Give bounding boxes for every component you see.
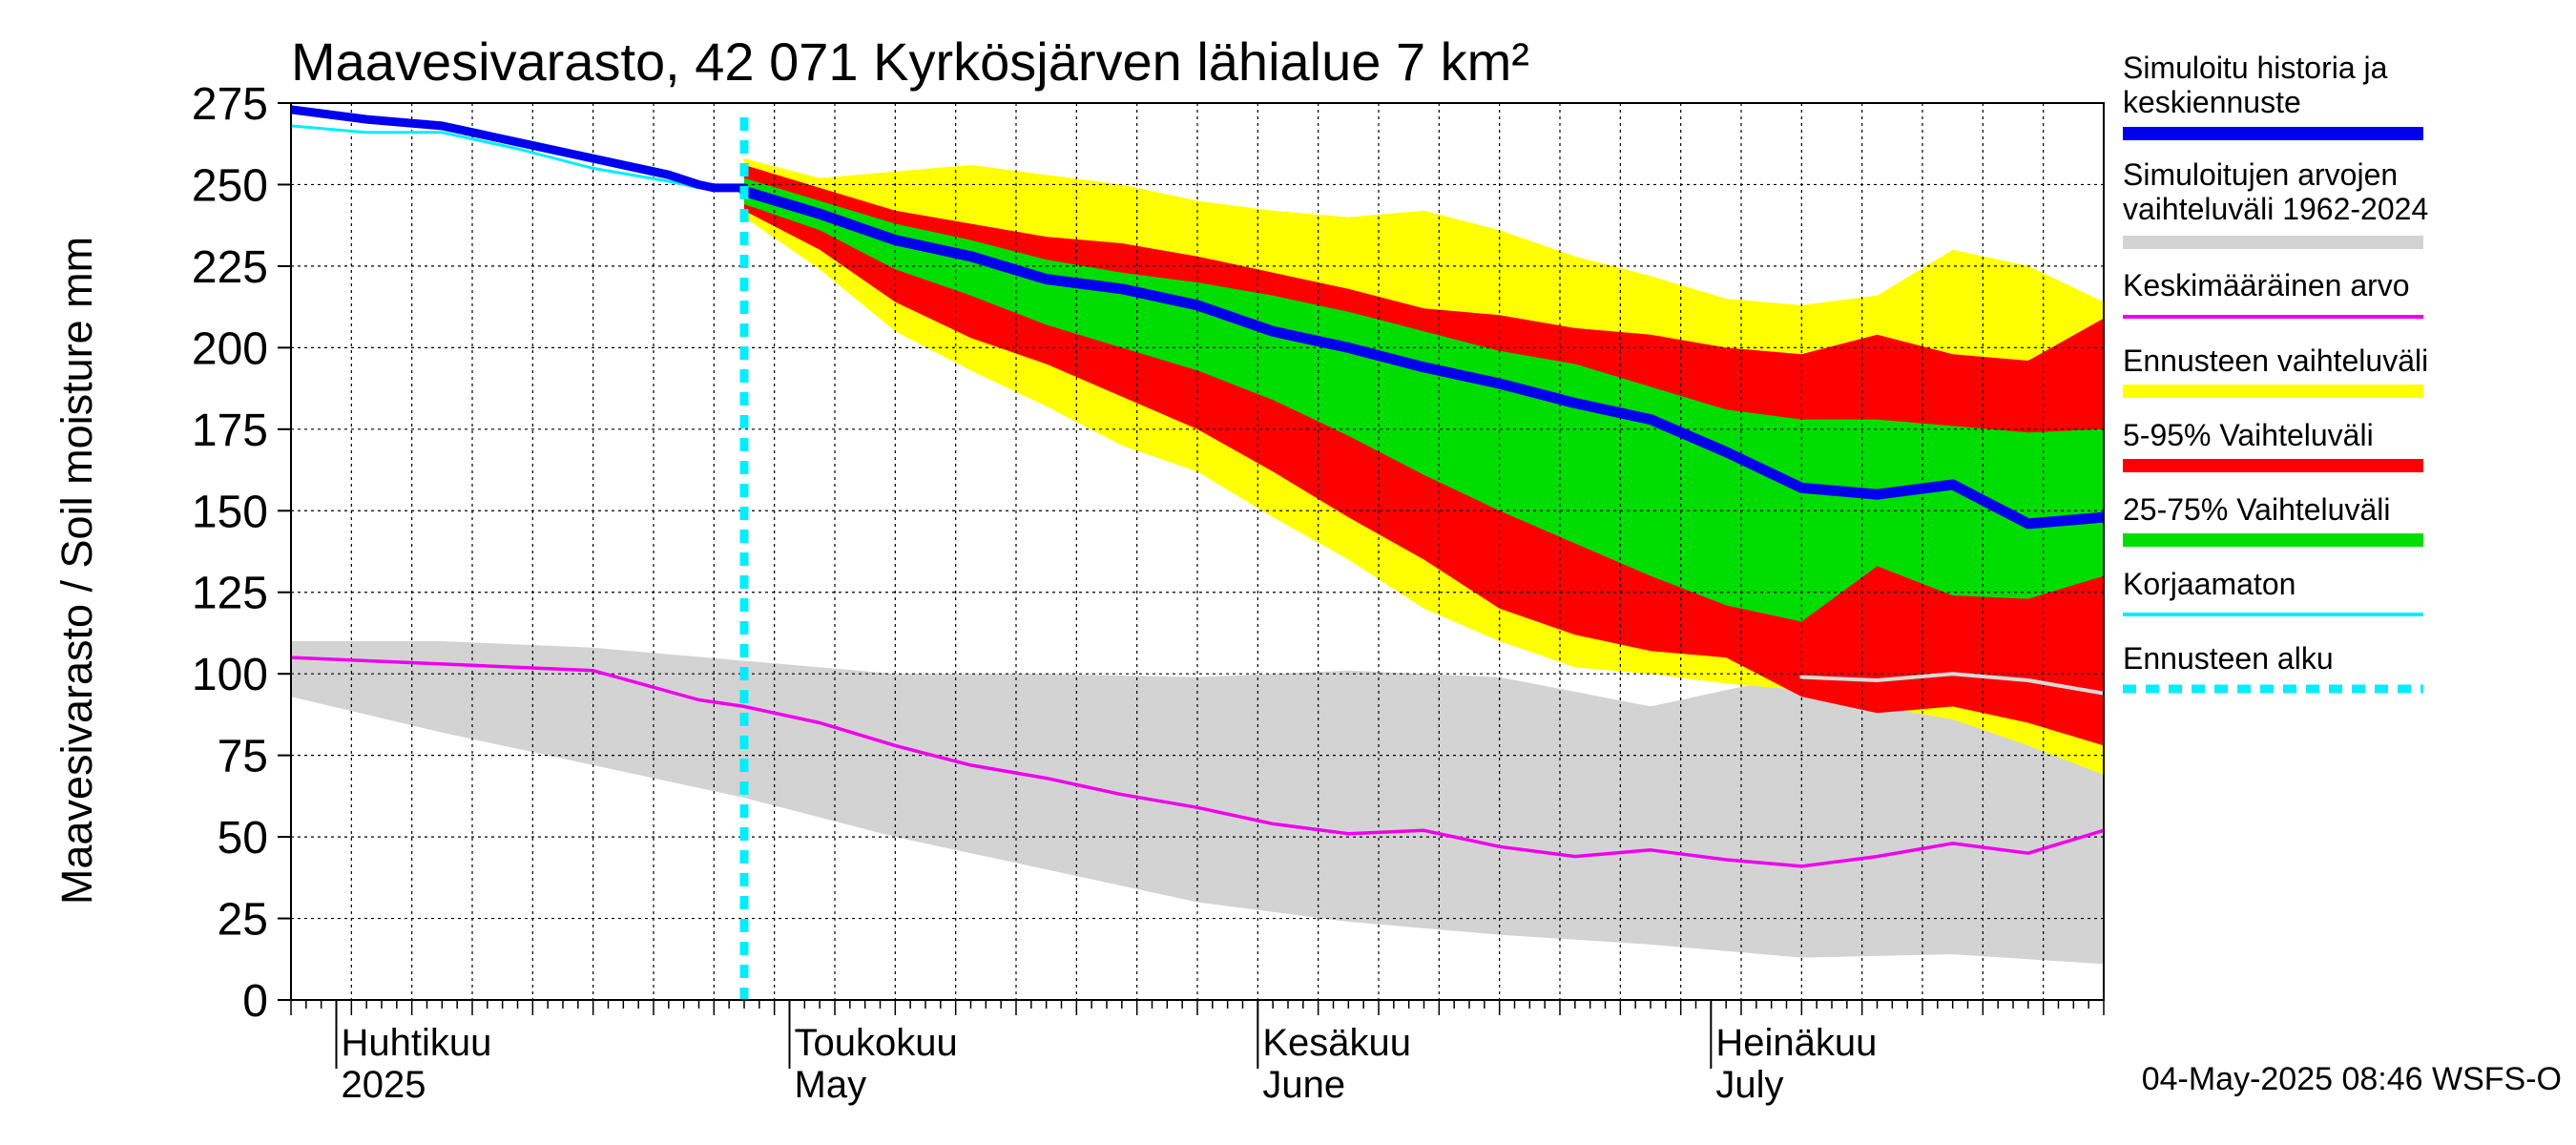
month-label-2: Kesäkuu [1262,1022,1411,1064]
y-axis-label: Maavesivarasto / Soil moisture mm [52,237,101,905]
legend-label-1-1: vaihteluväli 1962-2024 [2123,192,2428,226]
y-tick-label-200: 200 [192,323,268,374]
y-tick-label-125: 125 [192,569,268,619]
legend-label-0-0: Simuloitu historia ja [2123,51,2388,85]
legend-label-6-0: Korjaamaton [2123,567,2296,601]
y-tick-label-225: 225 [192,242,268,293]
legend-label-3-0: Ennusteen vaihteluväli [2123,344,2428,378]
y-tick-label-75: 75 [218,732,268,782]
legend-label-0-1: keskiennuste [2123,85,2301,119]
month-sub-label-1: May [795,1064,867,1106]
forecast-mean-line [738,185,2104,530]
legend-label-5-0: 25-75% Vaihteluväli [2123,492,2390,527]
legend-label-7-0: Ennusteen alku [2123,641,2334,676]
history-line [291,105,749,193]
month-label-1: Toukokuu [795,1022,958,1064]
series-lines [291,105,2104,868]
mean-line [291,656,2104,868]
axes: 0 25 50 75 100 125 150 175 200 225 250 275 Huhtikuu2… [192,79,2105,1106]
gridlines [291,102,2105,1000]
y-tick-label-0: 0 [242,976,268,1027]
legend-label-2-0: Keskimääräinen arvo [2123,268,2410,302]
month-sub-label-2: June [1262,1064,1345,1106]
y-tick-label-25: 25 [218,895,268,946]
y-tick-label-100: 100 [192,650,268,700]
y-tick-label-50: 50 [218,813,268,864]
legend-label-1-0: Simuloitujen arvojen [2123,157,2398,192]
month-sub-label-3: July [1715,1064,1783,1106]
y-tick-label-175: 175 [192,406,268,456]
month-label-0: Huhtikuu [342,1022,492,1064]
y-tick-label-275: 275 [192,79,268,130]
month-label-3: Heinäkuu [1715,1022,1877,1064]
timestamp-footer: 04-May-2025 08:46 WSFS-O [2142,1061,2562,1097]
chart-title: Maavesivarasto, 42 071 Kyrkösjärven lähi… [291,31,1529,92]
historical-range-upper-line [1799,672,2104,696]
month-sub-label-0: 2025 [342,1064,426,1106]
y-tick-label-150: 150 [192,487,268,537]
y-tick-label-250: 250 [192,160,268,211]
legend-label-4-0: 5-95% Vaihteluväli [2123,418,2374,452]
